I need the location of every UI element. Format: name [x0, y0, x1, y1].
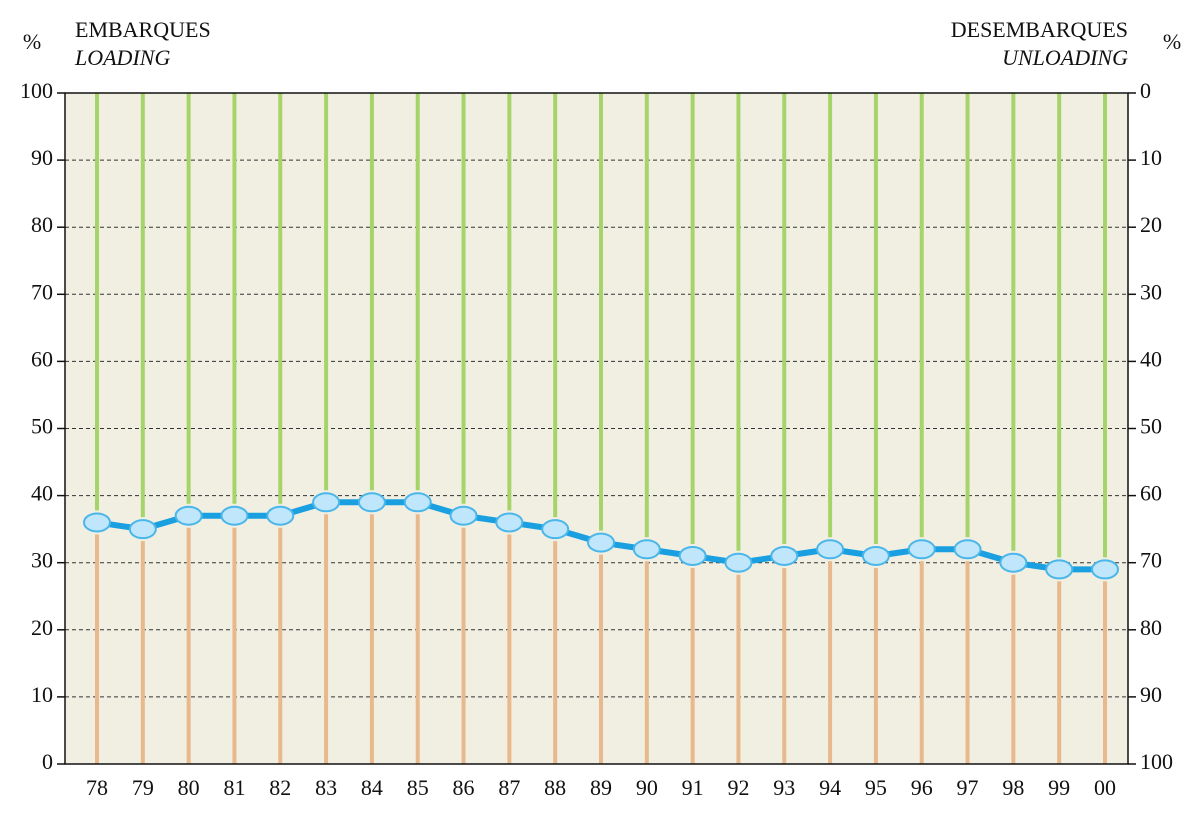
y-tick-label: 40: [31, 481, 53, 506]
y2-tick-label: 50: [1140, 414, 1162, 439]
marker: [312, 492, 341, 513]
x-tick-label: 00: [1094, 775, 1116, 800]
y-tick-label: 70: [31, 279, 53, 304]
y-tick-label: 30: [31, 548, 53, 573]
x-tick-label: 98: [1002, 775, 1024, 800]
x-tick-label: 84: [361, 775, 383, 800]
y2-tick-label: 30: [1140, 279, 1162, 304]
x-tick-label: 91: [682, 775, 704, 800]
y-tick-label: 80: [31, 212, 53, 237]
x-tick-label: 86: [453, 775, 475, 800]
y-tick-label: 50: [31, 414, 53, 439]
x-tick-label: 78: [86, 775, 108, 800]
y2-tick-label: 20: [1140, 212, 1162, 237]
marker: [770, 545, 799, 566]
x-tick-label: 94: [819, 775, 841, 800]
x-tick-label: 83: [315, 775, 337, 800]
y2-tick-label: 100: [1140, 749, 1173, 774]
marker: [999, 552, 1028, 573]
y2-tick-label: 90: [1140, 682, 1162, 707]
y-tick-label: 60: [31, 346, 53, 371]
x-tick-label: 95: [865, 775, 887, 800]
marker: [220, 505, 249, 526]
marker: [1091, 559, 1119, 580]
marker: [632, 539, 661, 560]
marker: [816, 539, 845, 560]
y-tick-label: 90: [31, 145, 53, 170]
x-tick-label: 96: [911, 775, 933, 800]
y-axis-label: %: [23, 29, 41, 54]
y2-tick-label: 60: [1140, 481, 1162, 506]
marker: [861, 545, 890, 566]
y-tick-label: 0: [42, 749, 53, 774]
marker: [495, 512, 524, 533]
marker: [541, 519, 570, 540]
marker: [587, 532, 615, 553]
marker: [907, 539, 936, 560]
y2-tick-label: 0: [1140, 78, 1151, 103]
y-title: EMBARQUES: [75, 17, 211, 42]
marker: [174, 505, 203, 526]
y2-subtitle: UNLOADING: [1002, 45, 1128, 70]
marker: [128, 519, 157, 540]
x-tick-label: 88: [544, 775, 566, 800]
x-tick-label: 99: [1048, 775, 1070, 800]
x-tick-label: 87: [498, 775, 520, 800]
y2-tick-label: 10: [1140, 145, 1162, 170]
marker: [403, 492, 432, 513]
x-tick-label: 92: [727, 775, 749, 800]
x-tick-label: 80: [178, 775, 200, 800]
marker: [449, 505, 478, 526]
x-tick-label: 93: [773, 775, 795, 800]
marker: [953, 539, 982, 560]
x-tick-label: 79: [132, 775, 154, 800]
y-subtitle: LOADING: [74, 45, 170, 70]
x-tick-label: 89: [590, 775, 612, 800]
marker: [266, 505, 295, 526]
marker: [357, 492, 386, 513]
marker: [83, 512, 111, 533]
y2-tick-label: 40: [1140, 346, 1162, 371]
y-tick-label: 20: [31, 615, 53, 640]
x-tick-label: 81: [223, 775, 245, 800]
y2-tick-label: 70: [1140, 548, 1162, 573]
x-tick-label: 90: [636, 775, 658, 800]
plot-frame: [64, 92, 1129, 765]
x-tick-label: 97: [957, 775, 979, 800]
x-tick-label: 82: [269, 775, 291, 800]
y2-title: DESEMBARQUES: [951, 17, 1128, 42]
y-tick-label: 10: [31, 682, 53, 707]
marker: [1045, 559, 1074, 580]
y2-axis-label: %: [1163, 29, 1181, 54]
marker: [724, 552, 753, 573]
y2-tick-label: 80: [1140, 615, 1162, 640]
y-tick-label: 100: [20, 78, 53, 103]
marker: [678, 545, 707, 566]
x-tick-label: 85: [407, 775, 429, 800]
